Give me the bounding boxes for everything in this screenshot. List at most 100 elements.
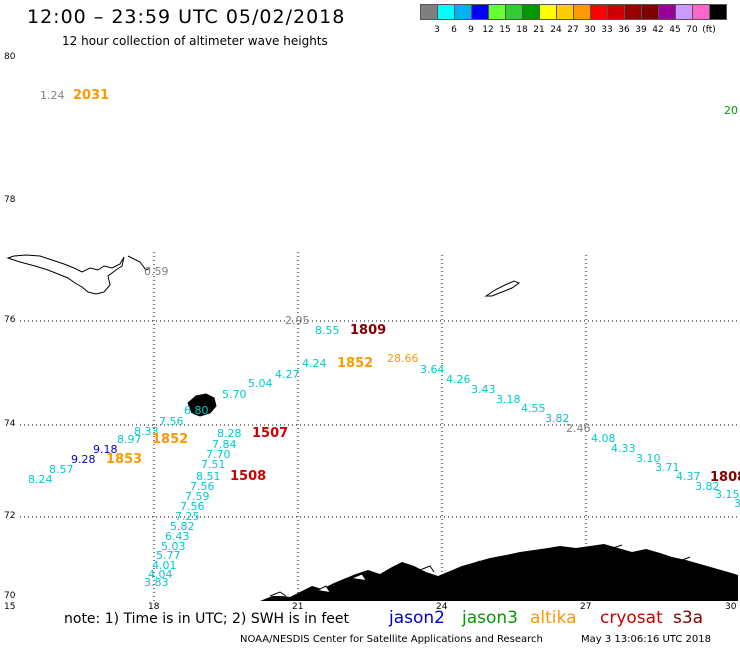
lat-label-80: 80	[4, 52, 16, 62]
color-scale-label: 33	[601, 25, 613, 35]
color-scale-label: 27	[567, 25, 579, 35]
color-scale-label: 21	[533, 25, 545, 35]
bjornoya-island	[187, 393, 217, 417]
wave-height-label: 3.43	[471, 383, 496, 396]
wave-height-label: 7.56	[180, 500, 205, 513]
color-swatch	[488, 4, 506, 20]
wave-height-label: 6.80	[184, 404, 209, 417]
wave-height-label: 1852	[152, 432, 188, 447]
color-scale-label: 42	[652, 25, 664, 35]
color-swatch	[539, 4, 557, 20]
norway-coast	[260, 544, 738, 601]
wave-height-label: 8.51	[196, 470, 221, 483]
wave-height-label: 7.56	[159, 415, 184, 428]
timestamp-text: May 3 13:06:16 UTC 2018	[581, 634, 711, 645]
color-swatch	[641, 4, 659, 20]
lat-label-76: 76	[4, 315, 16, 325]
color-scale-label: 18	[516, 25, 528, 35]
wave-height-label: 4.55	[521, 402, 546, 415]
wave-height-label: 7.25	[175, 510, 200, 523]
wave-height-label: 1508	[230, 469, 266, 484]
satellite-s3a: s3a	[673, 608, 704, 628]
color-swatch	[420, 4, 438, 20]
color-swatch	[624, 4, 642, 20]
satellite-jason2: jason2	[389, 608, 445, 628]
wave-height-label: 3.71	[655, 461, 680, 474]
color-scale-label: (ft)	[702, 25, 716, 35]
color-scale-label: 39	[635, 25, 647, 35]
svalbard-coast-east	[127, 255, 151, 271]
color-scale-label: 36	[618, 25, 630, 35]
color-swatch	[454, 4, 472, 20]
footer-note: note: 1) Time is in UTC; 2) SWH is in fe…	[64, 611, 350, 627]
wave-height-label: 5.03	[161, 540, 186, 553]
wave-height-label: 3.83	[144, 576, 169, 589]
wave-height-label: 4.33	[611, 442, 636, 455]
lat-label-72: 72	[4, 511, 15, 521]
wave-height-label: 4.37	[676, 470, 701, 483]
wave-height-label: 3.10	[636, 452, 661, 465]
color-scale-label: 12	[482, 25, 494, 35]
color-swatch	[556, 4, 574, 20]
wave-height-label: 5.77	[156, 549, 181, 562]
lon-label-27: 27	[580, 602, 591, 612]
lon-axis-labels: 15 18 21 24 27 30	[4, 602, 737, 612]
color-scale-label: 15	[499, 25, 511, 35]
wave-height-label: 0.59	[144, 265, 169, 278]
satellite-jason3: jason3	[462, 608, 518, 628]
wave-height-label: 2031	[73, 88, 109, 103]
wave-height-label: 7.84	[212, 438, 237, 451]
color-scale-label: 6	[451, 25, 457, 35]
svalbard-coast	[6, 254, 125, 295]
map-subtitle: 12 hour collection of altimeter wave hei…	[62, 34, 328, 48]
lon-label-24: 24	[436, 602, 448, 612]
color-swatch	[437, 4, 455, 20]
wave-height-label: 7.56	[190, 480, 215, 493]
wave-height-label: 8.57	[49, 463, 74, 476]
grid-lines	[20, 252, 738, 601]
wave-height-label: 7.59	[185, 490, 210, 503]
wave-height-label: 1853	[106, 452, 142, 467]
wave-height-label: 4.24	[302, 357, 327, 370]
color-swatch	[573, 4, 591, 20]
wave-height-label: 9.28	[71, 453, 96, 466]
color-scale-label: 3	[434, 25, 440, 35]
color-swatch	[522, 4, 540, 20]
wave-height-label: 7.51	[201, 458, 226, 471]
wave-height-label: 7.70	[206, 448, 231, 461]
color-scale-label: 9	[468, 25, 474, 35]
color-scale-label: 45	[669, 25, 681, 35]
lon-label-21: 21	[292, 602, 303, 612]
wave-height-label: 1.24	[40, 89, 65, 102]
wave-height-label: 3.82	[695, 480, 720, 493]
wave-height-label: 3	[734, 497, 740, 510]
wave-height-label: 4.08	[591, 432, 616, 445]
wave-height-label: 6.43	[165, 530, 190, 543]
color-swatch	[590, 4, 608, 20]
lon-label-18: 18	[148, 602, 160, 612]
color-scale-label: 24	[550, 25, 562, 35]
wave-height-label: 8.28	[217, 427, 242, 440]
wave-height-label: 1852	[337, 356, 373, 371]
wave-height-label: 8.97	[117, 433, 142, 446]
wave-height-label: 4.27	[275, 368, 300, 381]
wave-height-label: 8.33	[134, 425, 159, 438]
wave-height-label: 8.55	[315, 324, 340, 337]
wave-height-label: 5.82	[170, 520, 195, 533]
color-swatch	[471, 4, 489, 20]
wave-height-label: 3.15	[715, 488, 740, 501]
norway-islands	[269, 544, 691, 597]
satellite-altika: altika	[530, 608, 577, 628]
map-title: 12:00 – 23:59 UTC 05/02/2018	[27, 6, 346, 28]
wave-height-label: 4.04	[148, 568, 173, 581]
wave-height-label: 5.04	[248, 377, 273, 390]
color-swatch	[658, 4, 676, 20]
lon-label-30: 30	[725, 602, 737, 612]
lat-axis-labels: 80 78 76 74 72 70	[4, 52, 16, 601]
color-scale-label: 70	[686, 25, 698, 35]
wave-height-label: 9.18	[93, 443, 118, 456]
satellite-cryosat: cryosat	[600, 608, 663, 628]
color-swatch	[505, 4, 523, 20]
